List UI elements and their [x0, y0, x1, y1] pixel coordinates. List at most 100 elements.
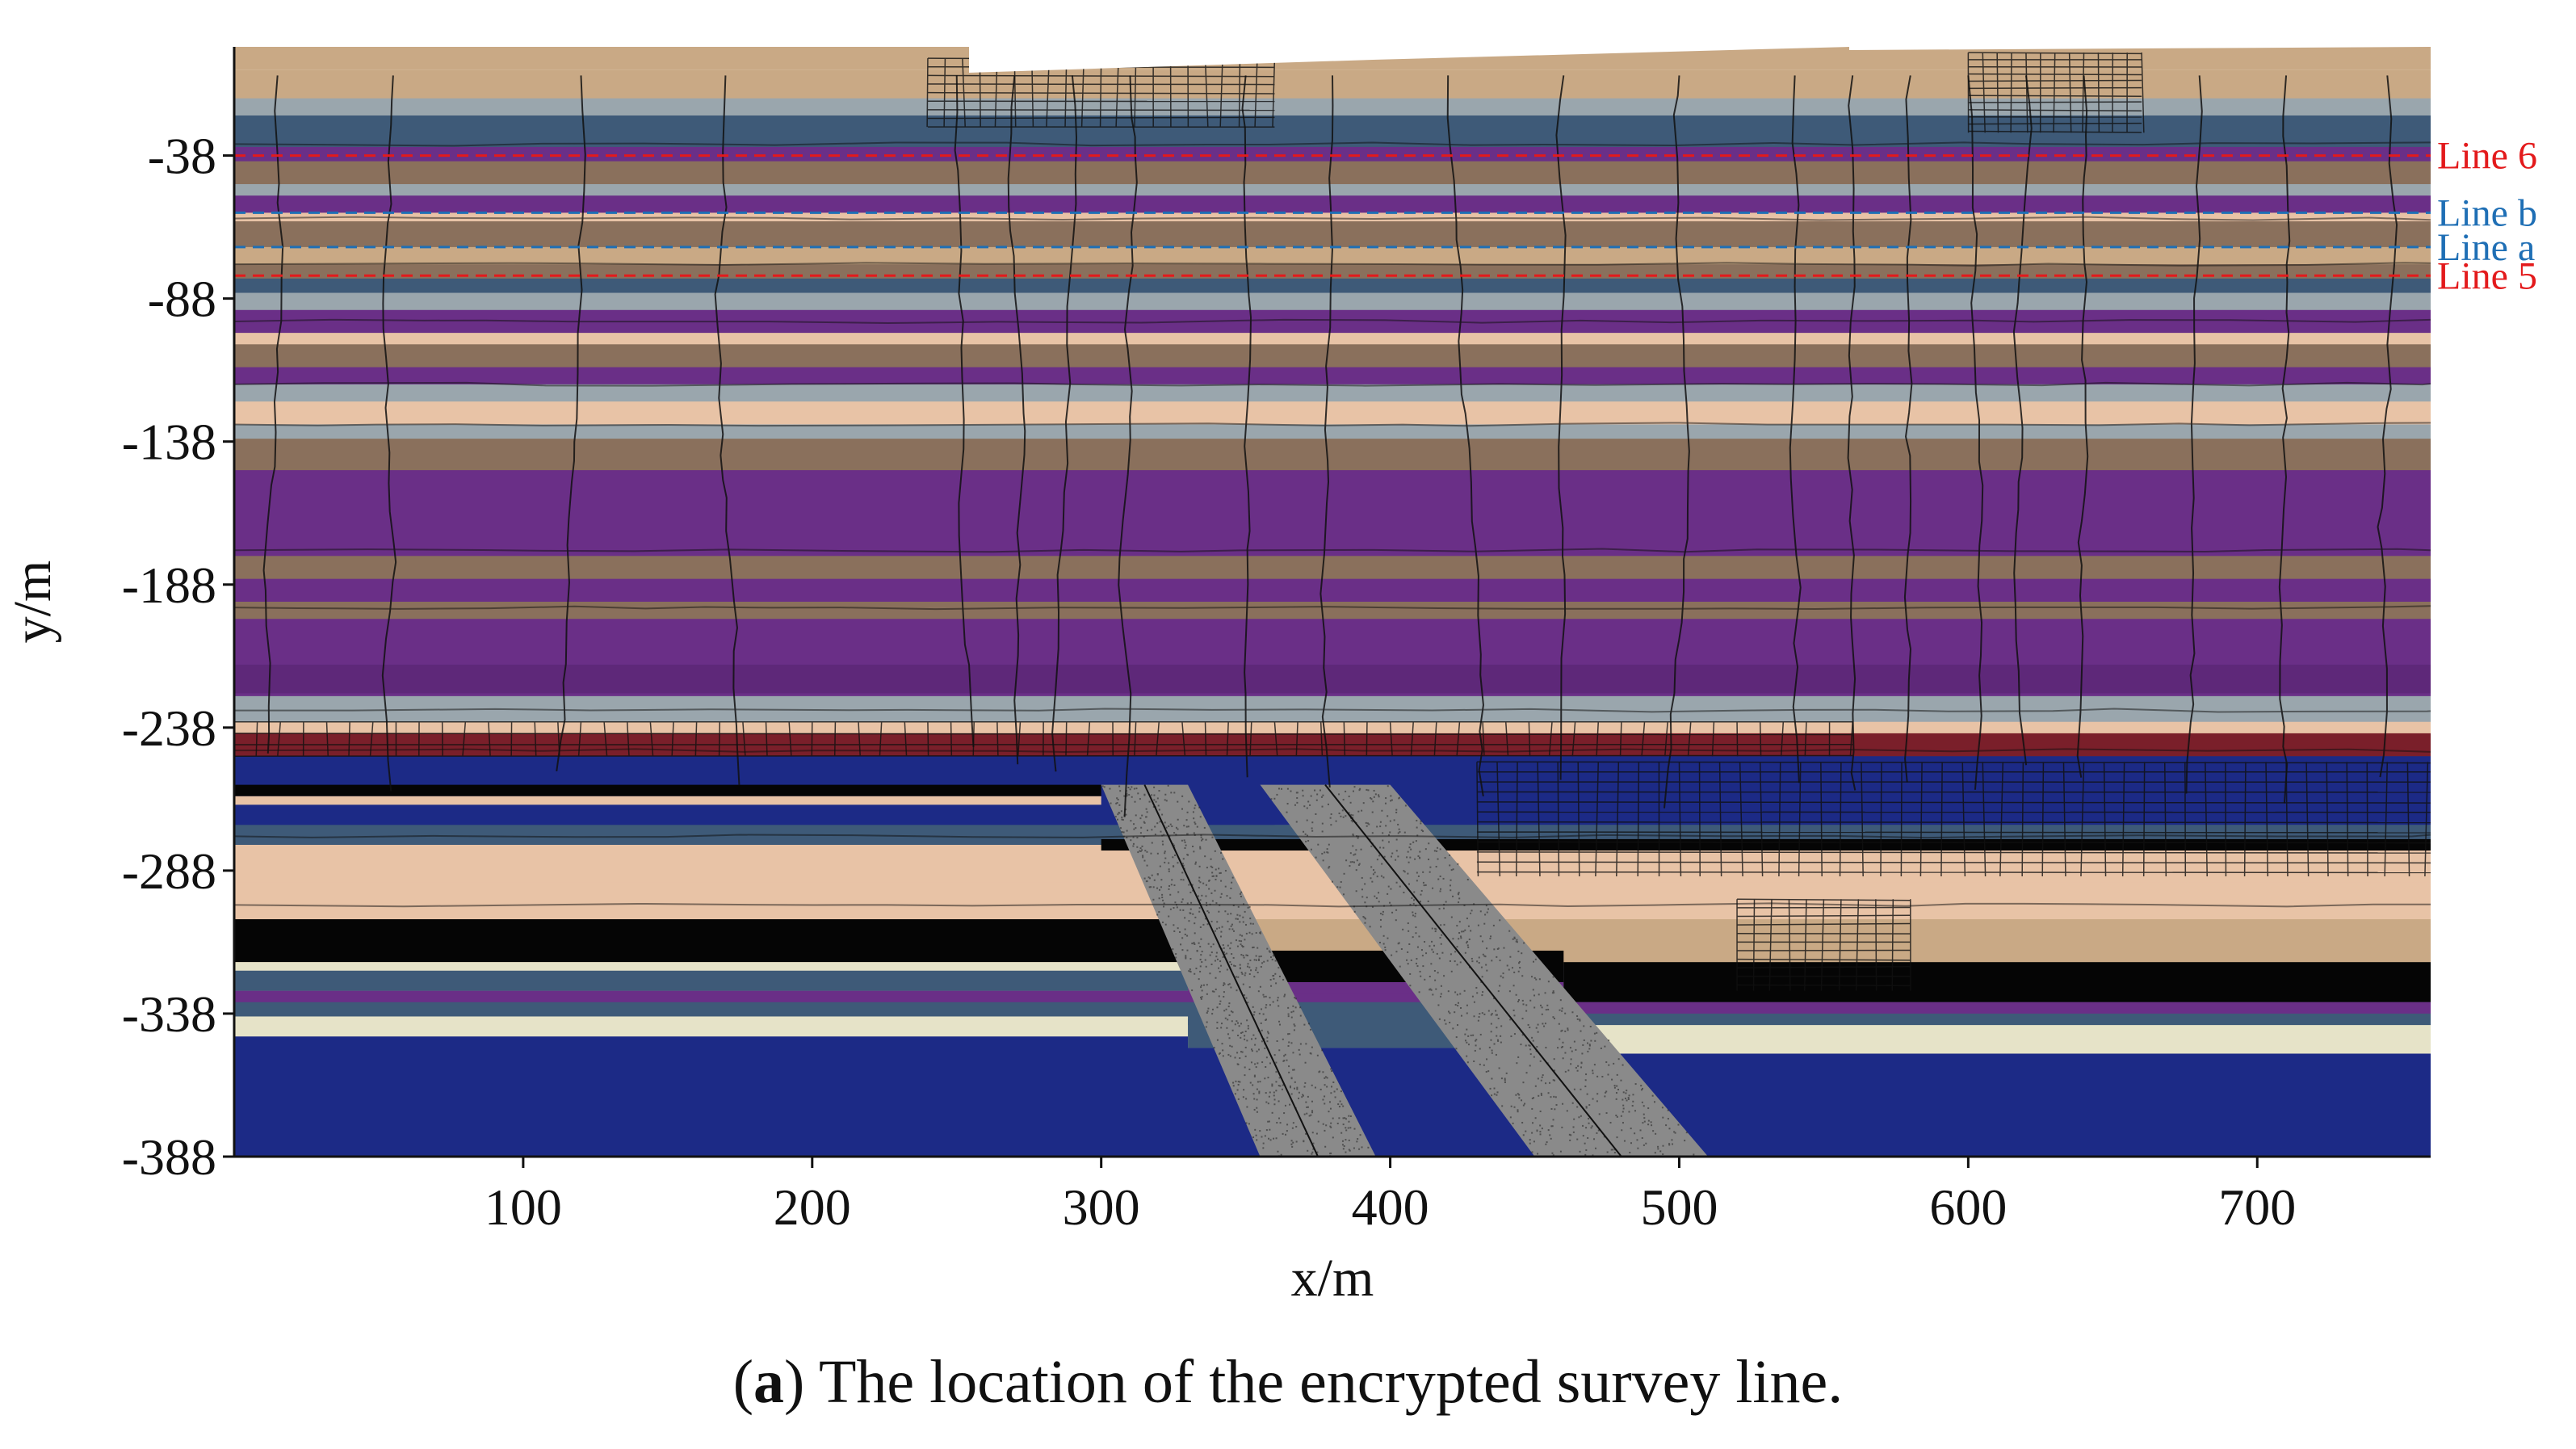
- stipple-dot: [1500, 1025, 1503, 1027]
- stipple-dot: [1255, 959, 1257, 961]
- stipple-dot: [1567, 1027, 1569, 1030]
- stipple-dot: [1432, 951, 1434, 953]
- stipple-dot: [1200, 998, 1202, 1000]
- stipple-dot: [1533, 994, 1536, 997]
- stipple-dot: [1286, 1124, 1289, 1126]
- stipple-dot: [1266, 1036, 1269, 1039]
- stipple-dot: [1513, 937, 1516, 939]
- stipple-dot: [1273, 1103, 1276, 1106]
- stipple-dot: [1284, 993, 1286, 996]
- stipple-dot: [1378, 855, 1381, 857]
- stipple-dot: [1169, 908, 1172, 910]
- stipple-dot: [1357, 837, 1359, 839]
- stipple-dot: [1569, 1047, 1571, 1049]
- stipple-dot: [1499, 919, 1501, 922]
- stipple-dot: [1202, 838, 1204, 841]
- stipple-dot: [1508, 990, 1511, 993]
- stipple-dot: [1353, 1147, 1355, 1149]
- stipple-dot: [1438, 957, 1441, 960]
- stipple-dot: [1585, 1106, 1588, 1108]
- stipple-dot: [1366, 825, 1368, 827]
- stipple-dot: [1341, 1140, 1344, 1142]
- offset-layer: [234, 796, 1101, 805]
- stipple-dot: [1294, 998, 1297, 1000]
- stipple-dot: [1632, 1100, 1634, 1102]
- cell-edge: [1737, 898, 1911, 901]
- stipple-dot: [1525, 1004, 1528, 1006]
- stipple-dot: [1340, 1103, 1343, 1106]
- stipple-dot: [1439, 995, 1441, 998]
- stipple-dot: [1383, 855, 1386, 858]
- stipple-dot: [1629, 1151, 1631, 1153]
- stipple-dot: [1490, 1031, 1492, 1033]
- stipple-dot: [1450, 869, 1453, 872]
- stipple-dot: [1248, 1069, 1251, 1071]
- stipple-dot: [1616, 1073, 1618, 1076]
- stipple-dot: [1473, 1001, 1475, 1003]
- stipple-dot: [1214, 850, 1216, 852]
- stipple-dot: [1278, 1100, 1280, 1102]
- stipple-dot: [1293, 1069, 1295, 1071]
- stipple-dot: [1278, 1085, 1280, 1087]
- stipple-dot: [1588, 1044, 1591, 1047]
- stipple-dot: [1334, 1096, 1336, 1098]
- stipple-dot: [1539, 1060, 1542, 1062]
- stipple-dot: [1456, 925, 1458, 927]
- stipple-dot: [1543, 1025, 1546, 1027]
- stipple-dot: [1540, 1079, 1542, 1082]
- stipple-dot: [1278, 1077, 1281, 1079]
- stipple-dot: [1352, 790, 1354, 792]
- stipple-dot: [1294, 1006, 1297, 1009]
- stipple-dot: [1143, 794, 1146, 796]
- stipple-dot: [1177, 818, 1179, 821]
- x-tick-label: 400: [1352, 1178, 1429, 1236]
- stipple-dot: [1303, 1023, 1306, 1026]
- stipple-dot: [1338, 793, 1340, 796]
- stipple-dot: [1342, 816, 1345, 818]
- stipple-dot: [1580, 1030, 1582, 1032]
- stipple-dot: [1199, 965, 1202, 968]
- stipple-dot: [1420, 822, 1422, 825]
- stipple-dot: [1573, 1040, 1575, 1043]
- stipple-dot: [1231, 881, 1233, 884]
- stipple-dot: [1198, 907, 1201, 909]
- crack-line: [1051, 75, 1078, 772]
- stipple-dot: [1541, 1006, 1543, 1009]
- stipple-dot: [1516, 939, 1518, 941]
- stipple-dot: [1148, 886, 1151, 888]
- stipple-dot: [1444, 857, 1446, 859]
- stipple-dot: [1538, 1094, 1540, 1097]
- cell-edge: [1737, 984, 1911, 987]
- stipple-dot: [1148, 800, 1151, 803]
- stipple-dot: [1218, 867, 1220, 870]
- offset-layer: [234, 1036, 1189, 1157]
- stipple-dot: [1419, 970, 1421, 972]
- stipple-dot: [1336, 1088, 1338, 1090]
- stipple-dot: [1536, 1046, 1538, 1048]
- stipple-dot: [1452, 868, 1454, 871]
- stipple-dot: [1622, 1098, 1624, 1101]
- stipple-dot: [1348, 1115, 1350, 1117]
- stipple-dot: [1553, 1018, 1555, 1020]
- stipple-dot: [1466, 942, 1468, 944]
- crack-line: [1663, 75, 1690, 808]
- cell-edge: [2121, 762, 2125, 876]
- stipple-dot: [1305, 1043, 1307, 1045]
- stipple-dot: [1168, 870, 1170, 872]
- stipple-dot: [1592, 1069, 1594, 1072]
- stipple-dot: [1215, 988, 1217, 990]
- stipple-dot: [1459, 993, 1462, 995]
- stipple-dot: [1143, 877, 1146, 880]
- stipple-dot: [1182, 879, 1185, 881]
- stipple-dot: [1580, 1115, 1582, 1117]
- stipple-dot: [1416, 958, 1418, 960]
- stipple-dot: [1122, 831, 1125, 834]
- stipple-dot: [1406, 856, 1408, 859]
- cell-edge: [1982, 52, 1986, 133]
- stipple-dot: [1490, 1039, 1492, 1041]
- stipple-dot: [1529, 1139, 1531, 1141]
- stipple-dot: [1345, 1127, 1347, 1129]
- stipple-dot: [1529, 1027, 1531, 1029]
- stipple-dot: [1490, 935, 1492, 938]
- stipple-dot: [1273, 977, 1275, 980]
